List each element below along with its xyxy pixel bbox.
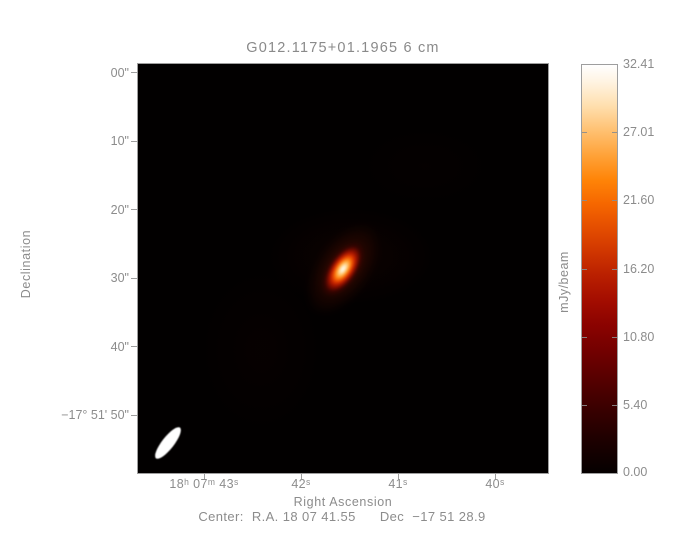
colorbar-tick-label: 5.40 [623, 398, 648, 412]
colorbar-tick [612, 200, 617, 201]
colorbar-tick [582, 132, 587, 133]
x-axis-label: Right Ascension [293, 495, 393, 509]
y-axis-tick [131, 415, 137, 416]
y-tick-label: 30" [110, 271, 129, 285]
colorbar-tick [612, 269, 617, 270]
x-tick-label: 42ˢ [291, 477, 311, 491]
colorbar-tick [582, 405, 587, 406]
y-axis-tick [131, 72, 137, 73]
colorbar-tick-label: 16.20 [623, 262, 655, 276]
y-axis-tick [131, 141, 137, 142]
x-axis-tick [301, 474, 302, 480]
y-tick-label: 00" [110, 66, 129, 80]
x-axis-tick [204, 474, 205, 480]
figure-title: G012.1175+01.1965 6 cm [246, 40, 440, 56]
y-tick-label: 10" [110, 134, 129, 148]
y-tick-label: 20" [110, 203, 129, 217]
x-tick-label: 40ˢ [485, 477, 505, 491]
colorbar-label: mJy/beam [557, 251, 571, 313]
colorbar-tick-label: 21.60 [623, 193, 655, 207]
colorbar-tick [612, 337, 617, 338]
y-axis-tick [131, 278, 137, 279]
y-axis-tick [131, 346, 137, 347]
x-axis-tick [398, 474, 399, 480]
y-axis-label: Declination [19, 229, 33, 299]
y-tick-label: 40" [110, 340, 129, 354]
x-axis-tick [495, 474, 496, 480]
plot-area [137, 63, 549, 474]
colorbar-tick [612, 405, 617, 406]
y-tick-label: −17° 51' 50" [61, 408, 129, 422]
x-tick-label: 18ʰ 07ᵐ 43ˢ [169, 477, 239, 491]
y-axis-tick [131, 209, 137, 210]
colorbar-gradient [581, 64, 618, 474]
x-tick-label: 41ˢ [388, 477, 408, 491]
colorbar-tick-label: 27.01 [623, 125, 655, 139]
colorbar-tick [582, 200, 587, 201]
colorbar-tick [582, 337, 587, 338]
colorbar-tick [582, 269, 587, 270]
colorbar-tick-label: 32.41 [623, 57, 655, 71]
colorbar-tick-label: 10.80 [623, 330, 655, 344]
colorbar-tick [612, 132, 617, 133]
center-caption: Center: R.A. 18 07 41.55 Dec −17 51 28.9 [198, 509, 486, 524]
colorbar-tick-label: 0.00 [623, 465, 648, 479]
beam-ellipse [151, 423, 185, 463]
